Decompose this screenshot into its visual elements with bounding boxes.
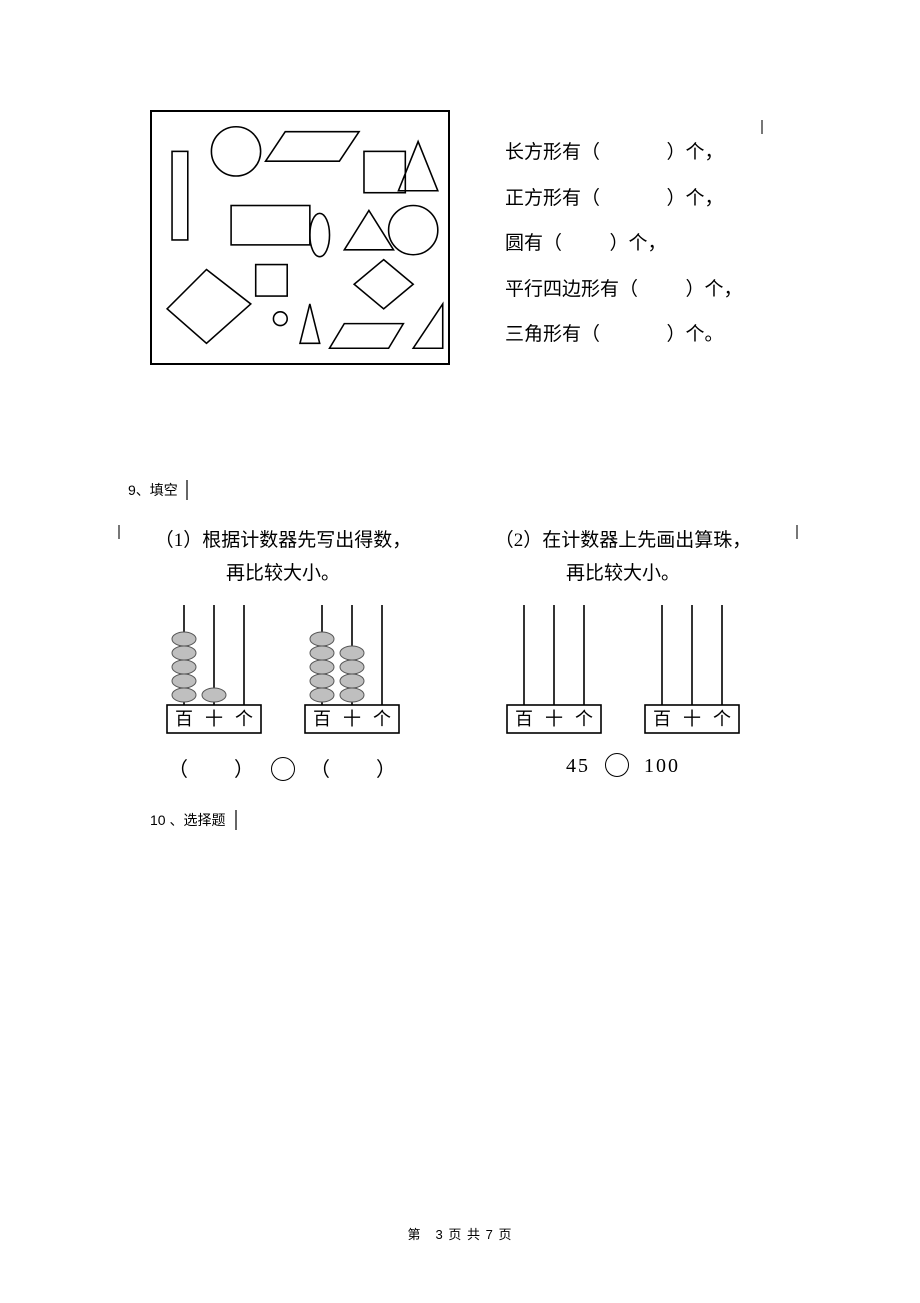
footer-seg1: 第	[408, 1224, 422, 1243]
svg-text:个: 个	[713, 709, 731, 729]
svg-text:百: 百	[313, 709, 331, 729]
blank-rect-prefix: 长方形有（	[505, 142, 600, 163]
q8-blanks: 长方形有（ ）个， 正方形有（ ）个， 圆有（ ）个， 平行四边形有（ ）个，	[505, 130, 743, 358]
blank-circle-prefix: 圆有（	[505, 233, 562, 254]
blank-circle-gap[interactable]	[567, 233, 605, 254]
q9-left-compare: （ ） （ ）	[128, 753, 438, 782]
blank-tri-suffix: ）个。	[667, 324, 724, 345]
q9-right-col: （2）在计数器上先画出算珠， 再比较大小。 百 十 个	[468, 525, 778, 778]
svg-text:百: 百	[653, 709, 671, 729]
compare-circle-icon[interactable]	[271, 757, 295, 781]
q9-left-compare-r[interactable]: （ ）	[310, 759, 398, 781]
blank-row-square: 正方形有（ ）个，	[505, 176, 743, 222]
question-9: 9、填空 （1）根据计数器先写出得数， 再比较大小。	[128, 480, 778, 500]
q9-label: 9、填空	[128, 480, 178, 500]
abacus-right-a[interactable]: 百 十 个	[499, 595, 609, 745]
blank-para-prefix: 平行四边形有（	[505, 279, 638, 300]
shapes-box	[150, 110, 450, 365]
q9-left-abacus-pair: 百 十 个	[128, 595, 438, 745]
svg-text:个: 个	[235, 709, 253, 729]
q9-left-line1: （1）根据计数器先写出得数，	[128, 525, 438, 552]
question-10: 10 、选择题	[150, 810, 237, 830]
blank-rect-suffix: ）个，	[667, 142, 724, 163]
svg-text:十: 十	[545, 709, 563, 729]
svg-text:十: 十	[683, 709, 701, 729]
compare-circle-icon[interactable]	[605, 753, 629, 777]
caret-mark-icon	[186, 480, 188, 500]
q9-right-compare-l: 45	[566, 755, 590, 777]
blank-square-gap[interactable]	[605, 188, 662, 209]
blank-tri-prefix: 三角形有（	[505, 324, 600, 345]
blank-row-tri: 三角形有（ ）个。	[505, 312, 743, 358]
blank-circle-suffix: ）个，	[610, 233, 667, 254]
blank-square-prefix: 正方形有（	[505, 188, 600, 209]
shapes-svg	[152, 112, 448, 363]
q9-label-text: 9、填空	[128, 480, 178, 500]
caret-mark-icon	[235, 810, 237, 830]
q9-left-line2: 再比较大小。	[128, 558, 438, 585]
q9-left-compare-l[interactable]: （ ）	[168, 759, 256, 781]
footer-seg2: 3 页 共 7 页	[436, 1224, 513, 1243]
svg-text:十: 十	[343, 709, 361, 729]
blank-square-suffix: ）个，	[667, 188, 724, 209]
blank-row-rect: 长方形有（ ）个，	[505, 130, 743, 176]
svg-text:个: 个	[373, 709, 391, 729]
abacus-left-a: 百 十 个	[159, 595, 269, 745]
abacus-right-b[interactable]: 百 十 个	[637, 595, 747, 745]
q9-right-line2: 再比较大小。	[468, 558, 778, 585]
blank-rect-gap[interactable]	[605, 142, 662, 163]
caret-mark-icon	[796, 525, 798, 539]
q9-right-compare: 45 100	[468, 753, 778, 778]
abacus-left-b: 百 十 个	[297, 595, 407, 745]
q9-right-compare-r: 100	[644, 755, 680, 777]
page: 长方形有（ ）个， 正方形有（ ）个， 圆有（ ）个， 平行四边形有（ ）个，	[0, 0, 920, 1303]
q9-left-col: （1）根据计数器先写出得数， 再比较大小。	[128, 525, 438, 782]
svg-text:个: 个	[575, 709, 593, 729]
q9-right-abacus-pair: 百 十 个 百 十 个	[468, 595, 778, 745]
svg-text:百: 百	[515, 709, 533, 729]
q9-right-line1: （2）在计数器上先画出算珠，	[468, 525, 778, 552]
blank-para-gap[interactable]	[643, 279, 681, 300]
blank-para-suffix: ）个，	[686, 279, 743, 300]
caret-mark-icon	[761, 120, 763, 134]
blank-row-para: 平行四边形有（ ）个，	[505, 267, 743, 313]
page-footer: 第 3 页 共 7 页	[0, 1224, 920, 1243]
q10-label: 10 、选择题	[150, 812, 225, 828]
svg-text:百: 百	[175, 709, 193, 729]
blank-row-circle: 圆有（ ）个，	[505, 221, 743, 267]
caret-mark-icon	[118, 525, 120, 539]
svg-text:十: 十	[205, 709, 223, 729]
blank-tri-gap[interactable]	[605, 324, 662, 345]
